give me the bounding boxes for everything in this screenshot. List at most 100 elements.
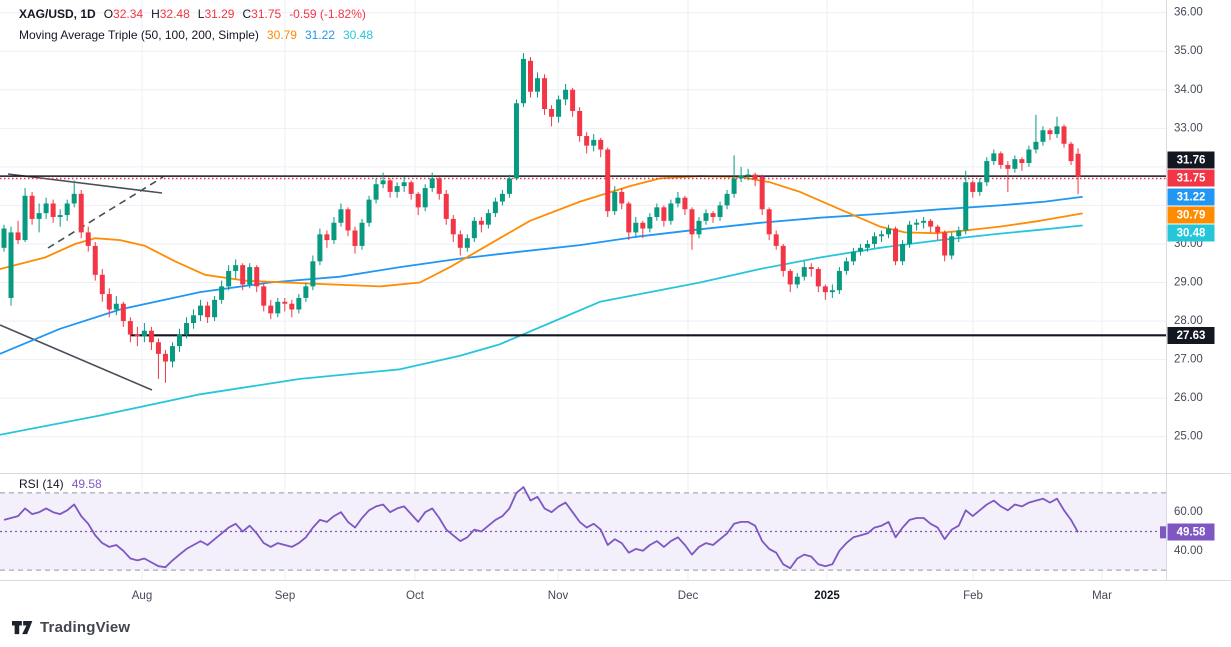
candle-body — [50, 203, 56, 217]
price-label-30.48[interactable] — [1167, 224, 1215, 242]
candle-body — [752, 174, 758, 180]
price-label-31.75[interactable] — [1167, 169, 1215, 187]
candle-body — [464, 238, 470, 248]
candle-body — [956, 230, 962, 237]
candle-body — [879, 234, 884, 237]
candle-body — [15, 232, 21, 241]
candle-body — [1012, 159, 1018, 169]
candle-body — [1068, 143, 1074, 162]
candle-body — [577, 110, 583, 137]
candle-body — [373, 184, 379, 200]
time-tick-2025[interactable]: 2025 — [814, 590, 840, 602]
candle-body — [485, 213, 491, 225]
candle-body — [520, 58, 526, 104]
ma100-line[interactable] — [0, 195, 1083, 355]
ma200-line[interactable] — [0, 224, 1083, 436]
ohlc-open: O 32.34 — [103, 7, 144, 21]
symbol-legend: XAG/USD, 1D O 32.34 H 32.48 L 31.29 C 31.75 … — [19, 7, 366, 21]
rsi-tick-40.00: 40.00 — [1174, 545, 1203, 557]
price-tick-29.00: 29.00 — [1174, 277, 1203, 289]
tradingview-logo[interactable]: TradingView — [12, 619, 130, 636]
price-tick-33.00: 33.00 — [1174, 122, 1203, 134]
candle-body — [275, 301, 281, 314]
candle-body — [303, 286, 309, 298]
candle-body — [843, 261, 849, 271]
symbol-title[interactable]: XAG/USD, 1D — [19, 7, 96, 21]
candle-body — [1054, 126, 1060, 135]
candle-body — [984, 161, 990, 183]
candle-body — [352, 230, 358, 246]
candle-body — [871, 236, 877, 244]
time-tick-Mar[interactable]: Mar — [1092, 590, 1112, 602]
price-tick-27.00: 27.00 — [1174, 354, 1203, 366]
time-tick-Aug[interactable]: Aug — [132, 590, 152, 602]
price-chart-canvas[interactable]: 36.0035.0034.0033.0030.0029.0028.0027.00… — [0, 0, 1231, 612]
candle-body — [422, 188, 428, 208]
time-tick-Sep[interactable]: Sep — [275, 590, 295, 602]
ma-legend: Moving Average Triple (50, 100, 200, Sim… — [19, 28, 373, 42]
candle-body — [471, 220, 477, 239]
price-label-text-31.76: 31.76 — [1177, 155, 1206, 167]
trendline-2[interactable] — [47, 176, 164, 249]
price-label-30.79[interactable] — [1167, 206, 1215, 224]
time-tick-Feb[interactable]: Feb — [963, 590, 983, 602]
price-tick-36.00: 36.00 — [1174, 7, 1203, 19]
candle-body — [724, 193, 730, 206]
candle-body — [71, 193, 77, 204]
trendline-1[interactable] — [7, 173, 163, 194]
ma-legend-label[interactable]: Moving Average Triple (50, 100, 200, Sim… — [19, 28, 259, 42]
price-label-27.63[interactable] — [1167, 327, 1215, 344]
price-label-text-27.63: 27.63 — [1177, 330, 1206, 342]
rsi-series-line[interactable] — [3, 486, 1079, 570]
candle-body — [822, 286, 828, 293]
candle-body — [141, 330, 147, 337]
price-label-text-30.79: 30.79 — [1177, 210, 1206, 222]
candle-body — [478, 220, 484, 225]
candle-body — [598, 139, 604, 150]
candle-body — [247, 267, 253, 285]
candle-body — [492, 201, 498, 214]
trendline-3[interactable] — [0, 324, 153, 391]
ma50-line[interactable] — [0, 175, 1083, 288]
candle-body — [36, 213, 42, 219]
price-label-31.22[interactable] — [1167, 188, 1215, 206]
candle-body — [450, 218, 456, 235]
time-tick-Nov[interactable]: Nov — [548, 590, 569, 602]
candle-body — [64, 203, 70, 216]
candle-body — [8, 232, 14, 298]
time-tick-Dec[interactable]: Dec — [678, 590, 699, 602]
time-tick-Oct[interactable]: Oct — [406, 590, 425, 602]
candle-body — [1033, 141, 1039, 150]
candle-body — [120, 303, 126, 322]
candle-body — [198, 305, 204, 316]
price-label-text-30.48: 30.48 — [1177, 228, 1206, 240]
candle-body — [829, 290, 835, 293]
rsi-legend-label[interactable]: RSI (14) — [19, 477, 64, 491]
candle-body — [535, 78, 541, 92]
candle-body — [148, 330, 154, 343]
candle-body — [605, 149, 611, 212]
candle-body — [682, 197, 688, 210]
candle-body — [857, 247, 863, 252]
price-label-text-31.75: 31.75 — [1177, 173, 1206, 185]
candle-body — [864, 243, 870, 248]
candle-body — [612, 191, 618, 212]
candle-body — [549, 109, 555, 117]
ohlc-close: C 31.75 — [242, 7, 282, 21]
candle-body — [717, 205, 723, 217]
rsi-edge-marker — [1160, 526, 1166, 539]
candle-body — [134, 334, 140, 337]
candle-body — [886, 228, 892, 235]
candle-body — [570, 89, 576, 111]
price-tick-25.00: 25.00 — [1174, 431, 1203, 443]
candle-body — [794, 276, 800, 285]
rsi-value: 49.58 — [71, 477, 102, 491]
candle-body — [331, 222, 337, 241]
candle-body — [106, 294, 112, 310]
price-label-31.76[interactable] — [1167, 151, 1215, 169]
price-label-49.58[interactable] — [1167, 523, 1215, 541]
candle-body — [921, 220, 927, 223]
candle-body — [647, 216, 653, 229]
candle-body — [499, 193, 505, 202]
